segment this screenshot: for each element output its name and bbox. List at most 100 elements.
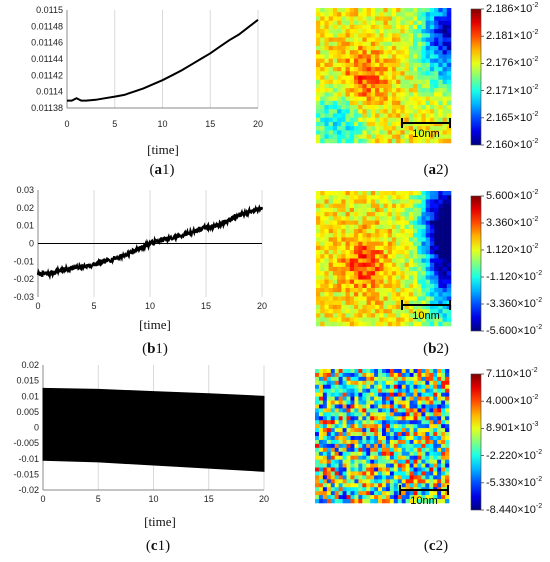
a2-heatmap-cell	[375, 83, 380, 89]
a2-heatmap-cell	[379, 130, 384, 135]
a2-heatmap-cell	[404, 58, 410, 64]
a2-heatmap-cell	[425, 100, 431, 106]
b2-heatmap-cell	[446, 271, 452, 276]
b2-heatmap-cell	[358, 317, 363, 323]
a2-heatmap-cell	[408, 138, 414, 144]
a2-heatmap-cell	[408, 12, 414, 17]
a2-heatmap-cell	[429, 58, 435, 64]
c2-heatmap-cell	[433, 491, 438, 496]
c2-heatmap-cell	[322, 483, 328, 488]
a2-heatmap-cell	[349, 54, 355, 59]
b2-heatmap-cell	[425, 300, 431, 306]
a2-heatmap-cell	[324, 126, 329, 131]
a2-heatmap-cell	[413, 16, 418, 21]
c2-heatmap-cell	[334, 400, 339, 405]
a2-heatmap-cell	[400, 79, 405, 85]
b2-heatmap-cell	[413, 245, 418, 251]
c2-heatmap-cell	[433, 455, 438, 460]
b2-heatmap-cell	[442, 203, 448, 209]
c2-heatmap-cell	[413, 372, 418, 378]
b2-heatmap-cell	[320, 313, 325, 318]
b2-heatmap-cell	[413, 241, 418, 247]
b2-heatmap-cell	[421, 271, 426, 276]
b2-heatmap-cell	[425, 224, 431, 230]
b2-colorbar-tick-label: 3.360×10-2	[486, 216, 539, 229]
a2-heatmap-cell	[429, 37, 435, 43]
c2-heatmap-cell	[421, 455, 426, 460]
c2-heatmap-cell	[342, 471, 347, 476]
a2-heatmap-cell	[404, 29, 410, 34]
a2-heatmap-cell	[366, 58, 372, 64]
c2-heatmap-cell	[413, 475, 418, 480]
b2-heatmap-cell	[328, 321, 334, 327]
b2-heatmap-cell	[324, 266, 329, 272]
c2-heatmap-cell	[425, 491, 430, 496]
c2-heatmap-cell	[389, 376, 395, 382]
b2-heatmap-cell	[396, 207, 401, 213]
c2-heatmap-cell	[378, 475, 383, 480]
c2-heatmap-cell	[374, 412, 379, 417]
b2-heatmap-cell	[387, 195, 393, 200]
c2-heatmap-cell	[409, 491, 414, 496]
a2-heatmap-cell	[438, 96, 443, 102]
c2-heatmap-cell	[382, 471, 387, 476]
a2-heatmap-cell	[316, 117, 321, 123]
a2-heatmap-cell	[358, 79, 363, 85]
b2-heatmap-cell	[446, 216, 452, 221]
a2-heatmap-cell	[370, 58, 376, 64]
c2-heatmap-cell	[421, 467, 426, 472]
a2-heatmap-cell	[370, 75, 376, 81]
c2-heatmap-cell	[322, 412, 328, 417]
c2-heatmap-cell	[330, 499, 335, 504]
c2-heatmap-cell	[338, 491, 343, 496]
b2-heatmap-cell	[316, 216, 321, 221]
b2-heatmap-cell	[442, 258, 448, 264]
c2-heatmap-cell	[397, 412, 402, 417]
c2-heatmap-cell	[401, 432, 406, 437]
b2-heatmap-cell	[408, 288, 414, 293]
c2-heatmap-cell	[322, 436, 328, 441]
b2-heatmap-cell	[341, 317, 346, 323]
c2-heatmap-cell	[421, 471, 426, 476]
b2-heatmap-cell	[341, 313, 346, 318]
c2-heatmap-cell	[334, 463, 339, 468]
a2-heatmap-cell	[341, 33, 346, 38]
a2-heatmap-cell	[446, 134, 452, 140]
c2-heatmap-cell	[378, 380, 383, 386]
c2-heatmap-cell	[425, 443, 430, 449]
b2-heatmap-cell	[320, 283, 325, 289]
a2-heatmap-cell	[362, 20, 367, 26]
a2-heatmap-cell	[324, 20, 329, 26]
c2-heatmap-cell	[358, 439, 363, 445]
b2-heatmap-cell	[446, 224, 452, 230]
b2-heatmap-cell	[337, 296, 342, 301]
c2-heatmap-cell	[338, 439, 343, 445]
a2-heatmap-cell	[438, 126, 443, 131]
c2-heatmap-cell	[322, 376, 328, 382]
b2-heatmap-cell	[316, 233, 321, 238]
a2-heatmap-cell	[358, 54, 363, 59]
b2-heatmap-cell	[413, 304, 418, 310]
a2-heatmap-cell	[429, 33, 435, 38]
b2-heatmap-cell	[379, 300, 384, 306]
c2-heatmap-cell	[354, 471, 359, 476]
c2-heatmap-cell	[397, 455, 402, 460]
c2-heatmap-cells	[315, 369, 450, 504]
a2-heatmap-cell	[316, 50, 321, 55]
b2-heatmap-cell	[358, 296, 363, 301]
a2-heatmap-cell	[316, 58, 321, 64]
b2-heatmap-cell	[387, 258, 393, 264]
b2-heatmap-cell	[324, 216, 329, 221]
a2-heatmap-cell	[320, 58, 325, 64]
b2-heatmap-cell	[316, 296, 321, 301]
a2-heatmap-cell	[320, 62, 325, 68]
b2-heatmap-cell	[320, 258, 325, 264]
chart-a1-svg: 0.01150.011480.011460.011440.011420.0114…	[31, 5, 263, 129]
a2-heatmap-cell	[425, 113, 431, 118]
c2-heatmap-cell	[330, 384, 335, 389]
b2-heatmap-cell	[341, 292, 346, 297]
a2-heatmap-cell	[387, 134, 393, 140]
b2-heatmap-cell	[324, 212, 329, 217]
a2-heatmap-cell	[442, 24, 448, 30]
a2-heatmap-cell	[324, 79, 329, 85]
